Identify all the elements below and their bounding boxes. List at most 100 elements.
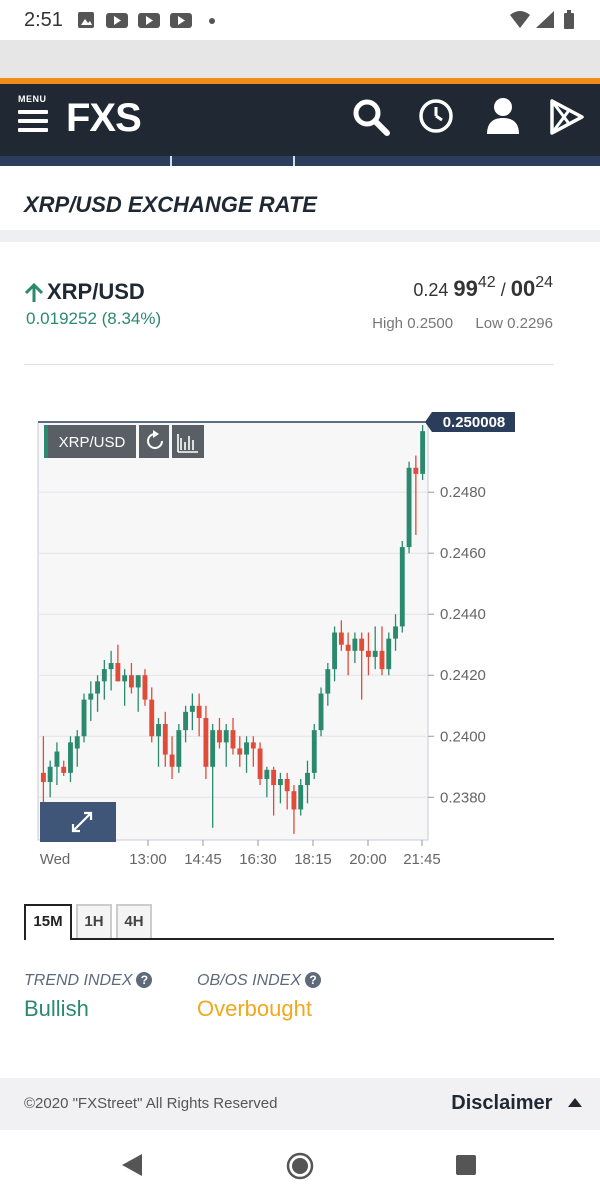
top-band xyxy=(0,40,600,78)
logo-text: FXS xyxy=(66,96,141,140)
recents-icon[interactable] xyxy=(455,1154,477,1176)
tab-1h[interactable]: 1H xyxy=(76,904,112,938)
candle-body xyxy=(149,700,154,737)
chart-toolbar: XRP/USD xyxy=(44,425,204,458)
candle-body xyxy=(359,639,364,651)
chart-type-button[interactable] xyxy=(172,425,204,458)
plot-area xyxy=(38,422,428,840)
candle-body xyxy=(75,736,80,748)
menu-button[interactable]: MENU xyxy=(18,94,50,138)
candle-body xyxy=(82,700,87,737)
play-store-icon[interactable] xyxy=(548,98,588,138)
copyright: ©2020 "FXStreet" All Rights Reserved xyxy=(24,1095,277,1112)
candle-body xyxy=(156,724,161,736)
price-chart[interactable]: 0.2380 0.2400 0.2420 0.2440 0.2460 0.2480 Wed… xyxy=(0,400,600,880)
candle-body xyxy=(102,669,107,681)
trend-index-label: TREND INDEX? xyxy=(24,972,152,990)
system-icons xyxy=(508,9,580,31)
title-section: XRP/USD EXCHANGE RATE xyxy=(0,166,600,242)
candle-body xyxy=(48,767,53,782)
x-tick-label: 14:45 xyxy=(184,851,222,868)
home-icon[interactable] xyxy=(286,1152,314,1180)
candle-body xyxy=(95,681,100,693)
arrow-up-icon xyxy=(24,283,44,303)
x-tick-label: Wed xyxy=(40,851,71,868)
search-icon[interactable] xyxy=(352,98,392,138)
candle-body xyxy=(278,779,283,785)
candle-body xyxy=(380,651,385,669)
trend-index-value: Bullish xyxy=(24,996,89,1022)
candle-body xyxy=(339,633,344,645)
x-tick-label: 16:30 xyxy=(239,851,277,868)
y-tick-label: 0.2440 xyxy=(440,606,486,623)
trend-index-text: TREND INDEX xyxy=(24,972,132,989)
candle-body xyxy=(413,468,418,474)
refresh-button[interactable] xyxy=(139,425,169,458)
bid-fraction: 42 xyxy=(478,274,496,291)
candle-body xyxy=(224,730,229,742)
back-icon[interactable] xyxy=(120,1152,144,1178)
candle-body xyxy=(420,431,425,474)
menu-label: MENU xyxy=(18,94,50,104)
candle-body xyxy=(285,779,290,791)
candle-body xyxy=(115,663,120,681)
y-tick-label: 0.2400 xyxy=(440,728,486,745)
ask-fraction: 24 xyxy=(535,274,553,291)
y-axis: 0.23800.24000.24200.24400.24600.2480 xyxy=(428,484,486,806)
chevron-up-icon xyxy=(568,1098,582,1107)
pair-name: XRP/USD xyxy=(47,279,145,305)
wifi-icon xyxy=(510,11,530,28)
y-tick-label: 0.2420 xyxy=(440,667,486,684)
candle-body xyxy=(136,675,141,687)
candle-body xyxy=(298,785,303,809)
candle-body xyxy=(319,694,324,731)
x-tick-label: 20:00 xyxy=(349,851,387,868)
candle-body xyxy=(176,730,181,767)
candle-body xyxy=(203,718,208,767)
candle-body xyxy=(325,669,330,693)
candle-body xyxy=(332,633,337,670)
notification-icons xyxy=(76,10,226,30)
system-nav-bar xyxy=(0,1130,600,1200)
candle-body xyxy=(393,626,398,638)
price-change: 0.019252 (8.34%) xyxy=(26,309,161,329)
candle-body xyxy=(312,730,317,773)
status-bar: 2:51 xyxy=(0,0,600,40)
timeframe-tabs: 15M 1H 4H xyxy=(24,904,554,940)
candle-body xyxy=(129,675,134,687)
candle-body xyxy=(352,639,357,651)
candle-body xyxy=(170,755,175,767)
candle-body xyxy=(366,651,371,657)
candle-body xyxy=(386,639,391,670)
candle-body xyxy=(143,675,148,699)
x-tick-label: 21:45 xyxy=(403,851,441,868)
bid-prefix: 0.24 xyxy=(413,280,448,300)
help-icon[interactable]: ? xyxy=(305,972,321,988)
candle-body xyxy=(61,767,66,773)
page-title: XRP/USD EXCHANGE RATE xyxy=(24,192,317,218)
disclaimer-button[interactable]: Disclaimer xyxy=(451,1092,582,1115)
candle-body xyxy=(190,706,195,712)
obos-index-label: OB/OS INDEX? xyxy=(197,972,321,990)
candle-body xyxy=(244,742,249,754)
fxs-logo[interactable]: FXS xyxy=(66,96,141,141)
help-icon[interactable]: ? xyxy=(136,972,152,988)
fullscreen-button[interactable] xyxy=(40,802,116,842)
tab-4h[interactable]: 4H xyxy=(116,904,152,938)
candle-body xyxy=(407,468,412,547)
low-value: Low 0.2296 xyxy=(475,315,553,332)
sub-navigation xyxy=(0,156,600,166)
candle-body xyxy=(373,651,378,657)
tab-15m[interactable]: 15M xyxy=(24,904,72,940)
divider xyxy=(24,364,554,365)
user-icon[interactable] xyxy=(484,96,522,136)
candle-body xyxy=(41,773,46,782)
candle-body xyxy=(292,791,297,809)
candle-body xyxy=(197,706,202,718)
bid-ask-quote: 0.24 9942 / 0024 xyxy=(413,276,553,302)
battery-icon xyxy=(564,13,574,29)
clock: 2:51 xyxy=(24,9,63,32)
clock-icon[interactable] xyxy=(418,98,456,136)
high-low: High 0.2500 Low 0.2296 xyxy=(372,315,553,332)
ask-pips: 00 xyxy=(511,276,535,301)
